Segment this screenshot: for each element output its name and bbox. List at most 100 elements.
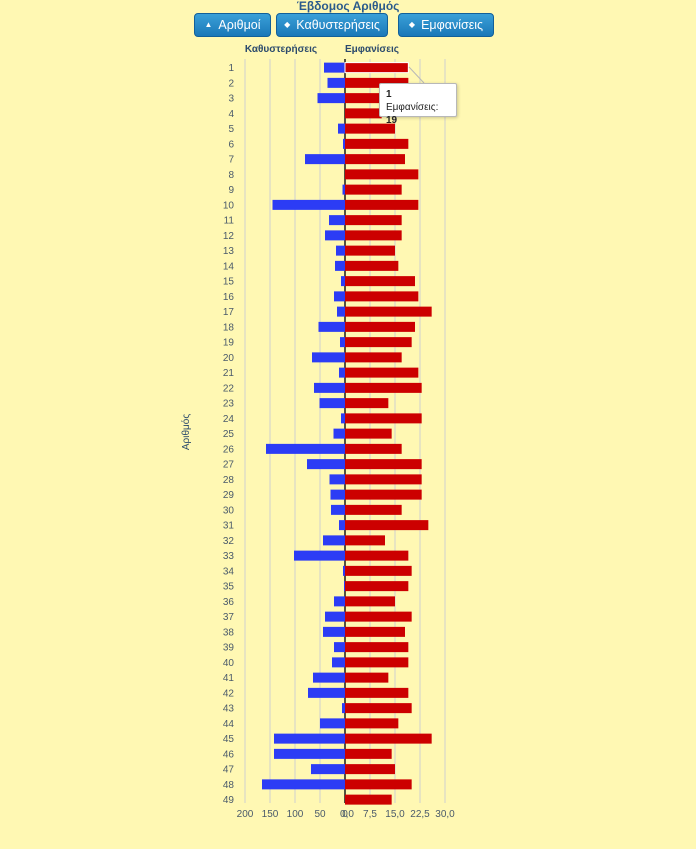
appearance-bar[interactable] <box>345 230 402 241</box>
appearance-bar[interactable] <box>345 306 432 317</box>
appearance-bar[interactable] <box>345 703 412 714</box>
appearance-bar[interactable] <box>345 474 422 485</box>
appearance-bar[interactable] <box>345 77 409 88</box>
delay-bar[interactable] <box>262 779 345 790</box>
appearance-bar[interactable] <box>345 718 399 729</box>
delay-bar[interactable] <box>329 474 346 485</box>
delay-bar[interactable] <box>294 550 345 561</box>
delay-bar[interactable] <box>323 535 345 546</box>
delay-bar[interactable] <box>319 398 346 409</box>
appearance-bar[interactable] <box>345 245 395 256</box>
appearance-bar[interactable] <box>345 672 389 683</box>
delay-bar[interactable] <box>344 581 345 592</box>
delay-bar[interactable] <box>341 413 345 424</box>
appearance-bar[interactable] <box>345 657 409 668</box>
sort-delays-button[interactable]: ◆ Καθυστερήσεις <box>276 13 388 37</box>
appearance-bar[interactable] <box>345 428 392 439</box>
appearance-bar[interactable] <box>345 794 392 805</box>
delay-bar[interactable] <box>333 428 346 439</box>
delay-bar[interactable] <box>343 565 345 576</box>
delay-bar[interactable] <box>334 596 345 607</box>
appearance-bar[interactable] <box>345 123 395 134</box>
appearance-bar[interactable] <box>345 398 389 409</box>
delay-bar[interactable] <box>324 62 345 73</box>
delay-bar[interactable] <box>329 215 345 226</box>
appearance-bar[interactable] <box>345 169 419 180</box>
delay-bar[interactable] <box>339 367 345 378</box>
appearance-bar[interactable] <box>345 550 409 561</box>
delay-bar[interactable] <box>305 154 345 165</box>
delay-bar[interactable] <box>274 733 345 744</box>
appearance-bar[interactable] <box>345 733 432 744</box>
appearance-bar[interactable] <box>345 260 399 271</box>
appearance-bar[interactable] <box>345 93 399 104</box>
appearance-bar[interactable] <box>345 581 409 592</box>
appearance-bar[interactable] <box>345 748 392 759</box>
delay-bar[interactable] <box>312 352 345 363</box>
sort-appearances-button[interactable]: ◆ Εμφανίσεις <box>398 13 494 37</box>
delay-bar[interactable] <box>335 260 345 271</box>
delay-bar[interactable] <box>330 489 346 500</box>
delay-bar[interactable] <box>338 123 345 134</box>
delay-bar[interactable] <box>343 138 345 149</box>
appearance-bar[interactable] <box>345 184 402 195</box>
delay-bar[interactable] <box>307 459 345 470</box>
delay-bar[interactable] <box>314 382 345 393</box>
appearance-bar[interactable] <box>345 779 412 790</box>
delay-bar[interactable] <box>336 245 345 256</box>
delay-bar[interactable] <box>266 443 345 454</box>
delay-bar[interactable] <box>341 276 345 287</box>
delay-bar[interactable] <box>325 611 345 622</box>
appearance-bar[interactable] <box>345 367 419 378</box>
appearance-bar[interactable] <box>345 291 419 302</box>
appearance-bar[interactable] <box>345 611 412 622</box>
appearance-bar[interactable] <box>345 382 422 393</box>
appearance-bar[interactable] <box>345 489 422 500</box>
appearance-bar[interactable] <box>345 596 395 607</box>
delay-bar[interactable] <box>311 764 345 775</box>
delay-bar[interactable] <box>340 337 345 348</box>
delay-bar[interactable] <box>332 657 345 668</box>
delay-bar[interactable] <box>342 184 346 195</box>
delay-bar[interactable] <box>323 626 345 637</box>
delay-bar[interactable] <box>317 93 346 104</box>
delay-bar[interactable] <box>308 687 345 698</box>
delay-bar[interactable] <box>313 672 345 683</box>
appearance-bar[interactable] <box>345 62 409 73</box>
appearance-bar[interactable] <box>345 764 395 775</box>
appearance-bar[interactable] <box>345 443 402 454</box>
delay-bar[interactable] <box>320 718 345 729</box>
appearance-bar[interactable] <box>345 642 409 653</box>
appearance-bar[interactable] <box>345 138 409 149</box>
appearance-bar[interactable] <box>345 626 405 637</box>
appearance-bar[interactable] <box>345 413 422 424</box>
appearance-bar[interactable] <box>345 108 382 119</box>
delay-bar[interactable] <box>334 291 345 302</box>
category-label: 47 <box>223 765 235 776</box>
appearance-bar[interactable] <box>345 199 419 210</box>
delay-bar[interactable] <box>272 199 346 210</box>
appearance-bar[interactable] <box>345 352 402 363</box>
appearance-bar[interactable] <box>345 154 405 165</box>
delay-bar[interactable] <box>325 230 345 241</box>
appearance-bar[interactable] <box>345 687 409 698</box>
appearance-bar[interactable] <box>345 535 385 546</box>
appearance-bar[interactable] <box>345 520 429 531</box>
delay-bar[interactable] <box>337 306 345 317</box>
appearance-bar[interactable] <box>345 459 422 470</box>
delay-bar[interactable] <box>334 642 345 653</box>
appearance-bar[interactable] <box>345 337 412 348</box>
category-label: 12 <box>223 231 235 242</box>
appearance-bar[interactable] <box>345 565 412 576</box>
appearance-bar[interactable] <box>345 504 402 515</box>
delay-bar[interactable] <box>339 520 345 531</box>
sort-numbers-button[interactable]: ▲ Αριθμοί <box>194 13 271 37</box>
appearance-bar[interactable] <box>345 276 415 287</box>
delay-bar[interactable] <box>327 77 346 88</box>
appearance-bar[interactable] <box>345 321 415 332</box>
delay-bar[interactable] <box>274 748 345 759</box>
delay-bar[interactable] <box>342 703 345 714</box>
delay-bar[interactable] <box>318 321 346 332</box>
delay-bar[interactable] <box>331 504 345 515</box>
appearance-bar[interactable] <box>345 215 402 226</box>
